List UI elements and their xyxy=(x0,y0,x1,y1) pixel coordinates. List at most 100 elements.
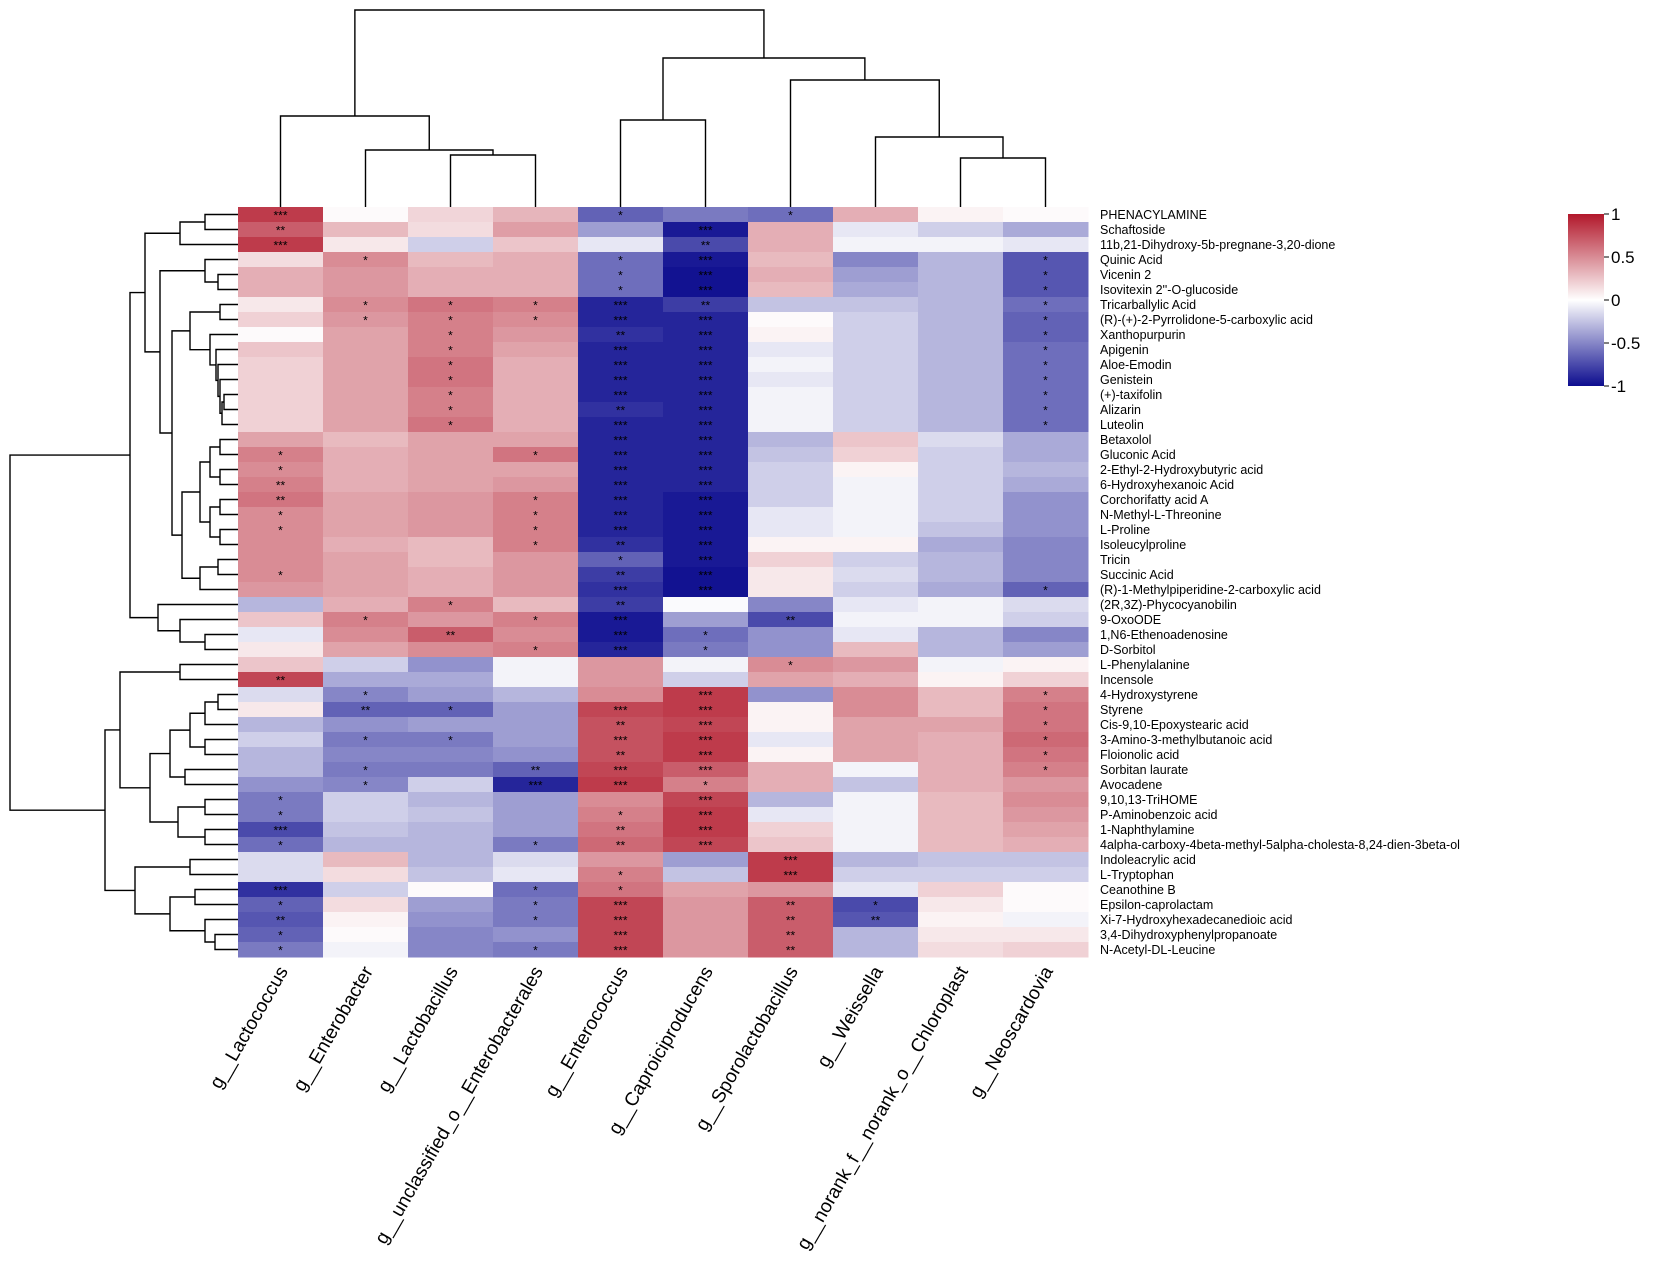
significance-mark: *** xyxy=(613,929,627,943)
heatmap-cell xyxy=(323,252,409,268)
heatmap-cell xyxy=(408,282,494,298)
heatmap-cell xyxy=(663,327,749,343)
heatmap-cell xyxy=(1003,387,1089,403)
heatmap-cell xyxy=(408,867,494,883)
heatmap-cell xyxy=(663,852,749,868)
heatmap-cell xyxy=(663,627,749,643)
row-label: D-Sorbitol xyxy=(1100,643,1156,657)
heatmap-cell xyxy=(578,612,664,628)
heatmap-cell xyxy=(408,717,494,733)
heatmap-cell xyxy=(833,447,919,463)
heatmap-cell xyxy=(238,612,324,628)
heatmap-cell xyxy=(238,672,324,688)
significance-mark: * xyxy=(533,539,538,553)
dendrogram-branch xyxy=(177,806,205,838)
row-label: PHENACYLAMINE xyxy=(1100,208,1207,222)
row-label: L-Phenylalanine xyxy=(1100,658,1190,672)
row-label: P-Aminobenzoic acid xyxy=(1100,808,1217,822)
heatmap-cell xyxy=(918,432,1004,448)
heatmap-cell xyxy=(323,612,409,628)
legend-tick-label: 1 xyxy=(1611,205,1620,224)
heatmap-cell xyxy=(663,657,749,673)
heatmap-cell xyxy=(578,627,664,643)
heatmap-cell xyxy=(1003,492,1089,508)
significance-mark: *** xyxy=(613,644,627,658)
heatmap-cell xyxy=(323,747,409,763)
significance-mark: * xyxy=(448,389,453,403)
significance-mark: *** xyxy=(698,374,712,388)
significance-mark: *** xyxy=(613,449,627,463)
heatmap-cell xyxy=(578,552,664,568)
significance-mark: *** xyxy=(528,779,542,793)
heatmap-cell xyxy=(323,447,409,463)
heatmap-cell xyxy=(748,222,834,238)
heatmap-cell xyxy=(238,627,324,643)
significance-mark: *** xyxy=(613,764,627,778)
significance-mark: * xyxy=(618,884,623,898)
row-label: Sorbitan laurate xyxy=(1100,763,1188,777)
significance-mark: * xyxy=(448,344,453,358)
significance-marks: *** * *** ****** *** * *** ** *** ** *** ** * * *** ** *… xyxy=(273,209,1048,958)
heatmap-cell xyxy=(578,672,664,688)
row-label: Epsilon-caprolactam xyxy=(1100,898,1213,912)
heatmap-cell xyxy=(323,882,409,898)
heatmap-cell xyxy=(663,747,749,763)
significance-mark: * xyxy=(533,509,538,523)
heatmap-cell xyxy=(748,297,834,313)
heatmap-cell xyxy=(323,702,409,718)
significance-mark: * xyxy=(618,284,623,298)
heatmap-cell xyxy=(1003,402,1089,418)
heatmap-cell xyxy=(833,582,919,598)
heatmap-cell xyxy=(833,237,919,253)
heatmap-cell xyxy=(493,417,579,433)
heatmap-cell xyxy=(323,792,409,808)
heatmap-cell xyxy=(748,702,834,718)
significance-mark: *** xyxy=(698,689,712,703)
heatmap-cell xyxy=(323,927,409,943)
significance-mark: * xyxy=(703,779,708,793)
heatmap-cell xyxy=(748,612,834,628)
heatmap-cell xyxy=(493,252,579,268)
significance-mark: ** xyxy=(616,749,626,763)
dendrogram-branch xyxy=(204,798,238,816)
heatmap-cell xyxy=(493,867,579,883)
dendrogram-branch xyxy=(171,330,190,536)
heatmap-cell xyxy=(323,942,409,958)
heatmap-cell xyxy=(918,927,1004,943)
color-legend: 1 0.5 0 -0.5 -1 xyxy=(1568,205,1640,396)
heatmap-cell xyxy=(918,717,1004,733)
significance-mark: * xyxy=(788,659,793,673)
significance-mark: * xyxy=(278,809,283,823)
heatmap-cell xyxy=(918,897,1004,913)
heatmap-cell xyxy=(238,297,324,313)
heatmap-cell xyxy=(1003,882,1089,898)
significance-mark: * xyxy=(1043,704,1048,718)
dendrogram-branch xyxy=(214,933,238,951)
heatmap-cell xyxy=(408,627,494,643)
row-label: 3-Amino-3-methylbutanoic acid xyxy=(1100,733,1272,747)
heatmap-cell xyxy=(493,897,579,913)
heatmap-cell xyxy=(663,687,749,703)
dendrogram-branch xyxy=(204,918,238,943)
heatmap-cell xyxy=(578,372,664,388)
heatmap-cell xyxy=(578,912,664,928)
heatmap-cell xyxy=(323,822,409,838)
heatmap-cell xyxy=(663,462,749,478)
significance-mark: *** xyxy=(613,584,627,598)
significance-mark: *** xyxy=(698,389,712,403)
heatmap-cell xyxy=(323,327,409,343)
heatmap-cell xyxy=(748,642,834,658)
heatmap-cell xyxy=(238,897,324,913)
heatmap-cell xyxy=(238,762,324,778)
significance-mark: * xyxy=(278,464,283,478)
heatmap-cell xyxy=(833,387,919,403)
heatmap-cell xyxy=(238,582,324,598)
significance-mark: * xyxy=(1043,404,1048,418)
heatmap-cell xyxy=(578,657,664,673)
heatmap-cell xyxy=(663,642,749,658)
heatmap-cell xyxy=(918,552,1004,568)
heatmap-cell xyxy=(748,342,834,358)
dendrogram-branch xyxy=(209,506,220,538)
heatmap-cell xyxy=(833,612,919,628)
heatmap-cell xyxy=(1003,687,1089,703)
